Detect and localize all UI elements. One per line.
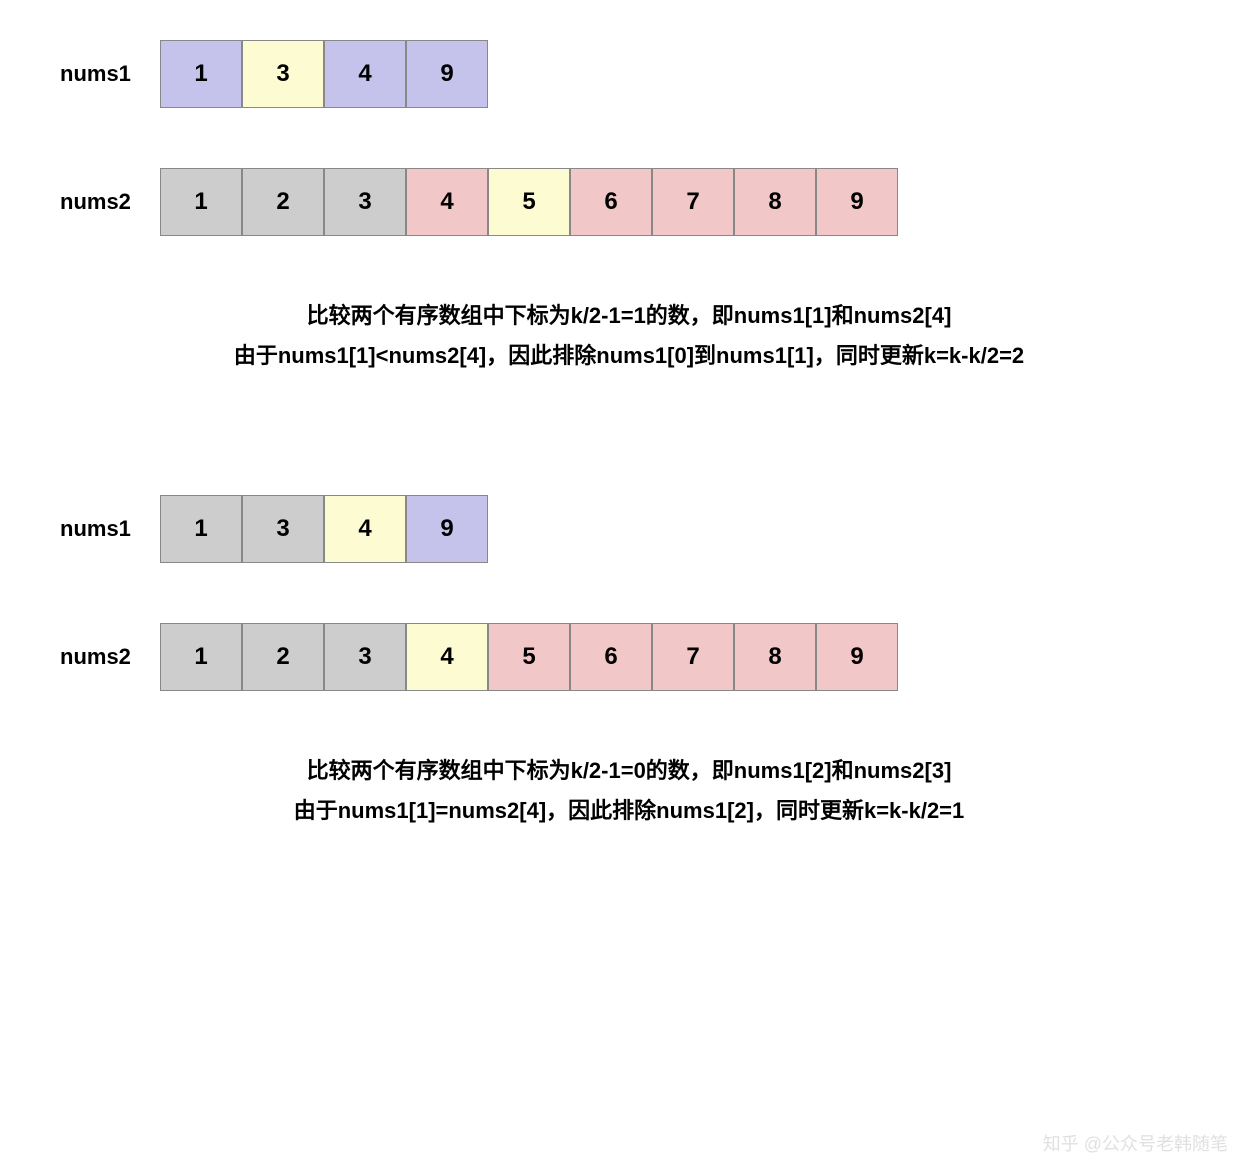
step1-description: 比较两个有序数组中下标为k/2-1=1的数，即nums1[1]和nums2[4]…: [30, 296, 1228, 375]
array-cell: 2: [242, 623, 324, 691]
step1-nums2-row: nums2 123456789: [30, 168, 1228, 236]
array-cell: 5: [488, 623, 570, 691]
step2-nums1-label: nums1: [30, 516, 160, 542]
step1-nums2-cells: 123456789: [160, 168, 898, 236]
watermark-text: 知乎 @公众号老韩随笔: [1043, 1130, 1228, 1156]
step2-description: 比较两个有序数组中下标为k/2-1=0的数，即nums1[2]和nums2[3]…: [30, 751, 1228, 830]
array-cell: 7: [652, 168, 734, 236]
step2-nums1-cells: 1349: [160, 495, 488, 563]
array-cell: 2: [242, 168, 324, 236]
array-cell: 4: [406, 168, 488, 236]
array-cell: 7: [652, 623, 734, 691]
array-cell: 3: [324, 168, 406, 236]
step1-desc-line2: 由于nums1[1]<nums2[4]，因此排除nums1[0]到nums1[1…: [30, 336, 1228, 376]
array-cell: 8: [734, 168, 816, 236]
array-cell: 1: [160, 40, 242, 108]
step2-nums2-label: nums2: [30, 644, 160, 670]
step1-nums1-cells: 1349: [160, 40, 488, 108]
array-cell: 1: [160, 168, 242, 236]
step1-desc-line1: 比较两个有序数组中下标为k/2-1=1的数，即nums1[1]和nums2[4]: [30, 296, 1228, 336]
step2-nums1-row: nums1 1349: [30, 495, 1228, 563]
step1-nums1-row: nums1 1349: [30, 40, 1228, 108]
array-cell: 3: [242, 495, 324, 563]
array-cell: 9: [406, 495, 488, 563]
step2-nums2-cells: 123456789: [160, 623, 898, 691]
array-cell: 9: [816, 168, 898, 236]
step1-nums1-label: nums1: [30, 61, 160, 87]
array-cell: 3: [242, 40, 324, 108]
step2-nums2-row: nums2 123456789: [30, 623, 1228, 691]
array-cell: 6: [570, 168, 652, 236]
array-cell: 1: [160, 623, 242, 691]
array-cell: 1: [160, 495, 242, 563]
step1-nums2-label: nums2: [30, 189, 160, 215]
array-cell: 4: [324, 495, 406, 563]
array-cell: 4: [406, 623, 488, 691]
step1-section: nums1 1349 nums2 123456789 比较两个有序数组中下标为k…: [30, 40, 1228, 375]
step2-desc-line2: 由于nums1[1]=nums2[4]，因此排除nums1[2]，同时更新k=k…: [30, 791, 1228, 831]
step2-desc-line1: 比较两个有序数组中下标为k/2-1=0的数，即nums1[2]和nums2[3]: [30, 751, 1228, 791]
array-cell: 3: [324, 623, 406, 691]
array-cell: 9: [406, 40, 488, 108]
step2-section: nums1 1349 nums2 123456789 比较两个有序数组中下标为k…: [30, 495, 1228, 830]
array-cell: 6: [570, 623, 652, 691]
array-cell: 9: [816, 623, 898, 691]
array-cell: 5: [488, 168, 570, 236]
array-cell: 8: [734, 623, 816, 691]
array-cell: 4: [324, 40, 406, 108]
